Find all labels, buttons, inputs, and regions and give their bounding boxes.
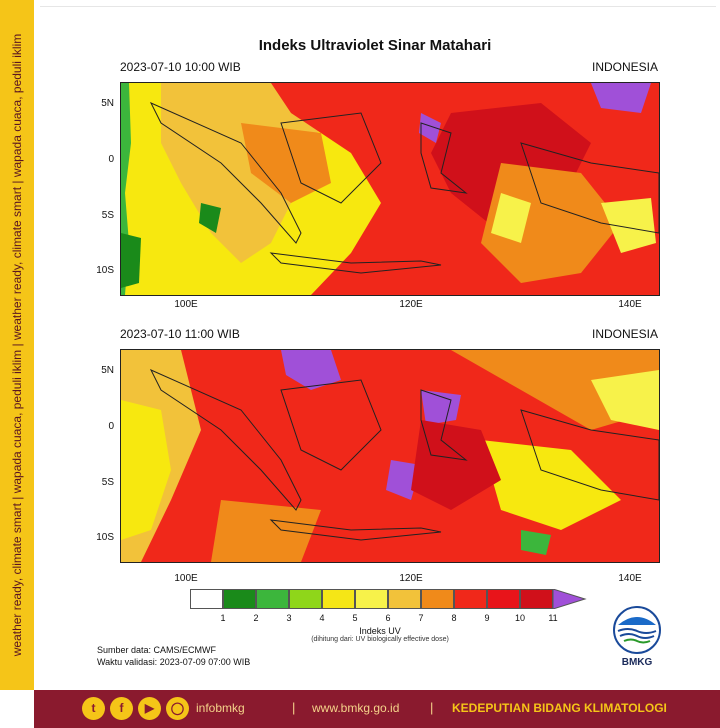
lat-tick-5n: 5N	[84, 98, 114, 109]
side-slogan: weather ready, climate smart | wapada cu…	[10, 34, 24, 657]
twitter-icon[interactable]: t	[82, 697, 105, 720]
colorbar-cell	[520, 589, 553, 609]
top-divider	[40, 6, 716, 7]
colorbar-cell	[454, 589, 487, 609]
department-name: KEDEPUTIAN BIDANG KLIMATOLOGI	[452, 701, 667, 715]
colorbar-label: 2	[253, 613, 258, 623]
uv-map-1000: 2023-07-10 10:00 WIB INDONESIA 5N 0 5S 1…	[84, 60, 674, 310]
colorbar-label: 5	[352, 613, 357, 623]
colorbar-label: 6	[385, 613, 390, 623]
colorbar-cell	[256, 589, 289, 609]
uv-field-11	[121, 350, 659, 562]
uv-map-1100: 2023-07-10 11:00 WIB INDONESIA 5N 0 5S 1…	[84, 327, 674, 585]
colorbar-cell	[322, 589, 355, 609]
colorbar-cell	[487, 589, 520, 609]
colorbar-label: 7	[418, 613, 423, 623]
lat-tick-5s: 5S	[84, 477, 114, 488]
map-canvas	[120, 349, 660, 563]
map-region: INDONESIA	[592, 60, 658, 74]
footer-separator: |	[292, 700, 295, 715]
map-datetime: 2023-07-10 10:00 WIB	[120, 60, 241, 74]
side-strip: weather ready, climate smart | wapada cu…	[0, 0, 34, 690]
instagram-icon[interactable]: ◯	[166, 697, 189, 720]
footer-bar: t f ▶ ◯ infobmkg | www.bmkg.go.id | KEDE…	[34, 690, 720, 728]
lon-tick-140e: 140E	[618, 299, 641, 310]
colorbar-label: 1	[220, 613, 225, 623]
footer-separator: |	[430, 700, 433, 715]
uv-field-10	[121, 83, 659, 295]
website-link[interactable]: www.bmkg.go.id	[312, 701, 399, 715]
colorbar-cell	[223, 589, 256, 609]
lat-tick-5s: 5S	[84, 210, 114, 221]
lon-tick-100e: 100E	[174, 573, 197, 584]
data-source: Sumber data: CAMS/ECMWF	[97, 645, 216, 655]
lon-tick-120e: 120E	[399, 573, 422, 584]
colorbar-cell	[289, 589, 322, 609]
lon-tick-140e: 140E	[618, 573, 641, 584]
lat-tick-0: 0	[84, 421, 114, 432]
map-region: INDONESIA	[592, 327, 658, 341]
colorbar-extension	[553, 589, 587, 609]
bmkg-logo-text: BMKG	[612, 657, 662, 668]
lat-tick-5n: 5N	[84, 365, 114, 376]
facebook-icon[interactable]: f	[110, 697, 133, 720]
colorbar-label: 11	[548, 613, 557, 623]
lat-tick-10s: 10S	[84, 265, 114, 276]
lon-tick-100e: 100E	[174, 299, 197, 310]
colorbar-cell	[355, 589, 388, 609]
youtube-icon[interactable]: ▶	[138, 697, 161, 720]
lat-tick-0: 0	[84, 154, 114, 165]
lat-tick-10s: 10S	[84, 532, 114, 543]
colorbar-label: 3	[286, 613, 291, 623]
colorbar-cell	[388, 589, 421, 609]
map-datetime: 2023-07-10 11:00 WIB	[120, 327, 240, 341]
colorbar-label: 9	[484, 613, 489, 623]
map-canvas	[120, 82, 660, 296]
colorbar-label: 4	[319, 613, 324, 623]
colorbar-label: 8	[451, 613, 456, 623]
page-title: Indeks Ultraviolet Sinar Matahari	[30, 37, 720, 54]
colorbar-cell	[190, 589, 223, 609]
social-handle[interactable]: infobmkg	[196, 701, 245, 715]
validity-time: Waktu validasi: 2023-07-09 07:00 WIB	[97, 657, 250, 667]
colorbar-cell	[421, 589, 454, 609]
bmkg-logo-icon	[612, 605, 662, 655]
lon-tick-120e: 120E	[399, 299, 422, 310]
colorbar-label: 10	[515, 613, 525, 623]
